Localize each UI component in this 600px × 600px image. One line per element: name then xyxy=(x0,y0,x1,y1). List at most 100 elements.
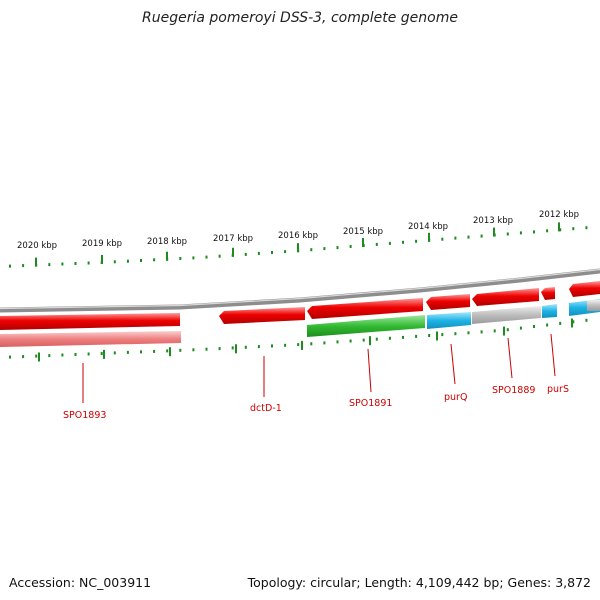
gene-label-leader xyxy=(550,333,556,377)
gene-label-purq[interactable]: purQ xyxy=(444,392,467,403)
minor-tick xyxy=(297,343,300,347)
scale-label: 2020 kbp xyxy=(17,241,57,251)
minor-tick xyxy=(284,250,287,254)
major-tick xyxy=(362,238,364,247)
minor-tick xyxy=(585,226,588,230)
minor-tick xyxy=(585,318,588,322)
minor-tick xyxy=(493,329,496,333)
minor-tick xyxy=(113,260,116,264)
minor-tick xyxy=(506,328,509,332)
accession-text: Accession: NC_003911 xyxy=(9,575,152,590)
minor-tick xyxy=(349,339,352,343)
minor-tick xyxy=(35,354,38,358)
minor-tick xyxy=(61,262,64,266)
minor-tick xyxy=(454,236,457,240)
gene-next-category-tail[interactable] xyxy=(587,300,600,311)
minor-tick xyxy=(415,239,418,243)
gene-spo1889-category[interactable] xyxy=(472,306,541,324)
minor-tick xyxy=(480,330,483,334)
minor-tick xyxy=(310,342,313,346)
minor-tick xyxy=(87,261,90,265)
gene-spo1893-forward[interactable] xyxy=(0,313,180,330)
gene-dctd1-forward[interactable] xyxy=(219,307,305,324)
minor-tick xyxy=(572,227,575,231)
minor-tick xyxy=(192,256,195,260)
minor-tick xyxy=(323,247,326,251)
gene-spo1889-forward[interactable] xyxy=(472,288,539,306)
gene-label-dctd1[interactable]: dctD-1 xyxy=(250,403,282,414)
major-tick xyxy=(103,349,105,359)
minor-tick xyxy=(126,350,129,354)
minor-tick xyxy=(388,336,391,340)
minor-tick xyxy=(74,262,77,265)
gene-purq-forward[interactable] xyxy=(426,294,470,310)
minor-tick xyxy=(467,331,470,335)
minor-tick xyxy=(100,352,103,355)
map-title: Ruegeria pomeroyi DSS-3, complete genome xyxy=(142,10,458,26)
minor-tick xyxy=(388,241,391,245)
minor-tick xyxy=(467,235,470,239)
major-tick xyxy=(503,326,505,336)
minor-tick xyxy=(9,264,11,268)
gene-label-purs[interactable]: purS xyxy=(547,384,569,395)
gene-purs-category[interactable] xyxy=(542,304,557,318)
scale-ticks-inner xyxy=(9,318,588,362)
minor-tick xyxy=(349,245,352,248)
major-tick xyxy=(101,254,103,264)
minor-tick xyxy=(546,229,549,233)
minor-tick xyxy=(271,344,273,348)
genome-backbone-highlight xyxy=(0,268,600,310)
minor-tick xyxy=(415,334,418,338)
minor-tick xyxy=(559,321,562,325)
scale-label: 2018 kbp xyxy=(147,237,187,247)
major-tick xyxy=(235,344,237,354)
gene-spo1891-forward[interactable] xyxy=(307,298,423,319)
major-tick xyxy=(297,243,299,253)
minor-tick xyxy=(441,333,444,337)
scale-label: 2014 kbp xyxy=(408,222,448,232)
minor-tick xyxy=(323,341,326,345)
gene-label-spo1893[interactable]: SPO1893 xyxy=(63,410,106,421)
minor-tick xyxy=(533,325,535,328)
minor-tick xyxy=(153,349,156,353)
minor-tick xyxy=(113,351,116,355)
gene-label-leader xyxy=(507,337,513,379)
minor-tick xyxy=(22,355,25,359)
minor-tick xyxy=(533,230,535,234)
minor-tick xyxy=(336,340,339,344)
minor-tick xyxy=(310,248,313,252)
major-tick xyxy=(369,336,371,346)
minor-tick xyxy=(441,237,444,241)
gene-label-spo1889[interactable]: SPO1889 xyxy=(492,385,535,396)
minor-tick xyxy=(336,246,339,250)
gene-label-leader xyxy=(367,348,372,393)
major-tick xyxy=(166,251,168,261)
gene-label-spo1891[interactable]: SPO1891 xyxy=(349,398,392,409)
minor-tick xyxy=(244,252,247,256)
scale-label: 2015 kbp xyxy=(343,227,383,237)
major-tick xyxy=(232,247,234,257)
minor-tick xyxy=(153,258,156,262)
minor-tick xyxy=(506,232,509,236)
minor-tick xyxy=(375,337,378,341)
minor-tick xyxy=(205,255,208,259)
gene-spo1893-category[interactable] xyxy=(0,331,181,347)
gene-purq-category[interactable] xyxy=(427,312,471,329)
scale-ticks-outer xyxy=(9,222,588,268)
gene-spo1891-category[interactable] xyxy=(307,315,425,337)
minor-tick xyxy=(428,334,431,337)
minor-tick xyxy=(284,343,287,347)
gene-next-forward[interactable] xyxy=(569,281,600,297)
minor-tick xyxy=(375,242,378,246)
gene-purs-forward[interactable] xyxy=(541,287,555,300)
major-tick xyxy=(493,227,495,237)
minor-tick xyxy=(257,251,260,255)
minor-tick xyxy=(74,353,77,356)
minor-tick xyxy=(140,350,142,354)
gene-label-leader xyxy=(450,343,456,385)
minor-tick xyxy=(519,231,522,235)
minor-tick xyxy=(205,347,208,351)
scale-label: 2013 kbp xyxy=(473,216,513,226)
scale-label: 2017 kbp xyxy=(213,234,253,244)
